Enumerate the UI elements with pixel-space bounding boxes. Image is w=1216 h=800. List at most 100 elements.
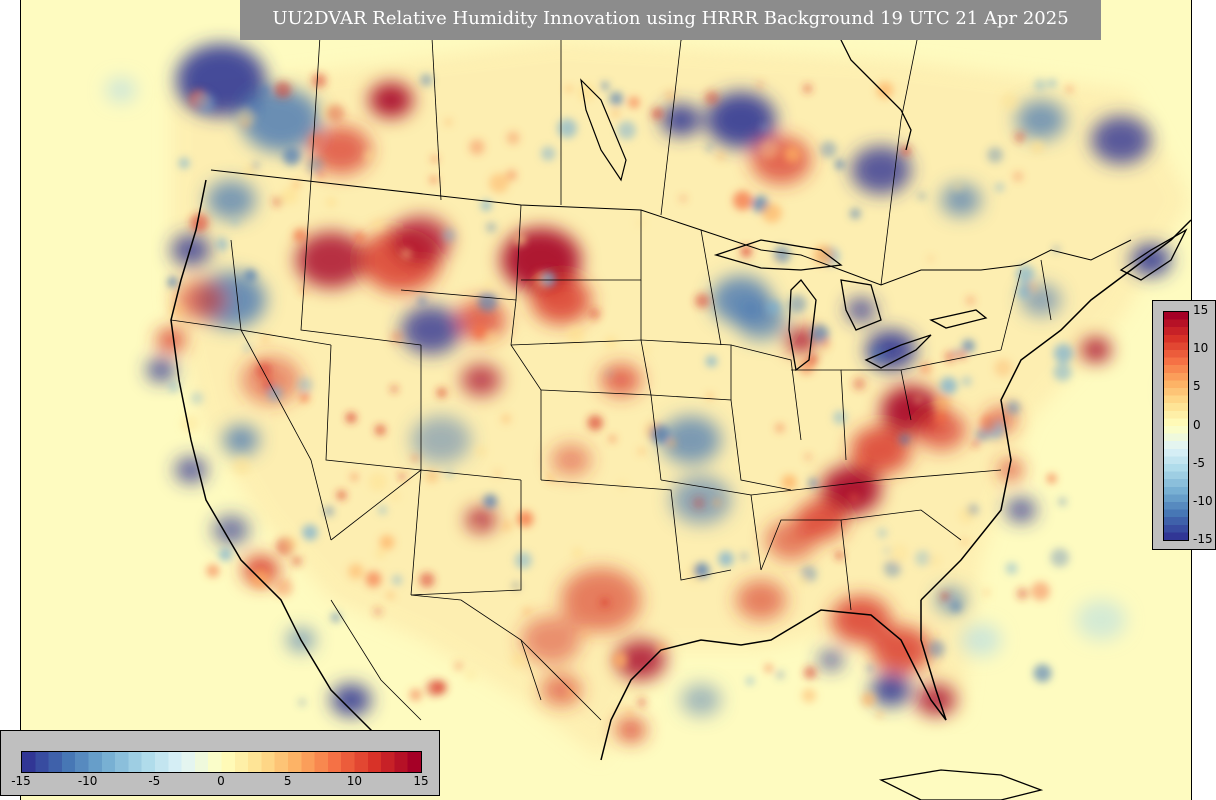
colorbar-bottom-tick: 0 — [217, 774, 225, 788]
innovation-speck — [798, 576, 807, 586]
innovation-speck — [379, 535, 395, 550]
east-coast — [920, 219, 1191, 601]
innovation-speck — [565, 85, 573, 93]
innovation-speck — [274, 578, 293, 597]
lake-ontario — [929, 309, 988, 329]
innovation-speck — [336, 490, 347, 501]
innovation-blob — [916, 684, 956, 716]
innovation-speck — [995, 183, 1004, 192]
innovation-speck — [501, 519, 513, 532]
innovation-speck — [510, 652, 527, 668]
innovation-blob — [296, 232, 366, 288]
innovation-speck — [746, 677, 754, 685]
innovation-speck — [274, 81, 292, 99]
innovation-speck — [429, 175, 438, 184]
innovation-blob — [331, 684, 371, 716]
innovation-speck — [474, 522, 481, 529]
innovation-speck — [694, 293, 710, 309]
colorbar-right: 15 10 5 0 -5 -10 -15 — [1152, 300, 1216, 550]
colorbar-right-tick: -10 — [1193, 493, 1213, 508]
innovation-speck — [195, 92, 215, 113]
innovation-speck — [849, 208, 861, 220]
innovation-speck — [178, 157, 190, 169]
innovation-speck — [372, 218, 384, 231]
innovation-speck — [480, 200, 492, 211]
innovation-speck — [883, 560, 902, 578]
innovation-speck — [626, 709, 633, 716]
innovation-speck — [588, 307, 601, 320]
innovation-speck — [1053, 343, 1074, 364]
innovation-speck — [511, 583, 521, 594]
innovation-speck — [914, 396, 922, 405]
innovation-speck — [483, 494, 498, 509]
innovation-speck — [834, 159, 845, 170]
innovation-speck — [475, 445, 487, 457]
innovation-speck — [181, 414, 199, 433]
innovation-speck — [917, 191, 926, 201]
innovation-speck — [810, 324, 830, 343]
innovation-blob — [176, 280, 226, 320]
innovation-speck — [941, 592, 949, 600]
innovation-speck — [889, 543, 909, 563]
innovation-speck — [489, 173, 509, 194]
innovation-speck — [417, 296, 427, 306]
innovation-speck — [1005, 562, 1018, 575]
innovation-speck — [252, 162, 259, 169]
innovation-speck — [693, 562, 710, 579]
colorbar-right-tick: -5 — [1193, 455, 1205, 470]
innovation-blob — [831, 596, 891, 644]
innovation-speck — [979, 414, 998, 433]
innovation-blob — [521, 616, 581, 664]
innovation-speck — [961, 538, 969, 546]
innovation-speck — [390, 385, 398, 393]
innovation-speck — [679, 195, 687, 202]
innovation-speck — [506, 131, 520, 145]
lake-huron — [840, 279, 882, 331]
map-frame — [20, 0, 1192, 800]
innovation-speck — [740, 246, 752, 257]
lake-michigan — [788, 279, 817, 372]
innovation-blobs — [106, 44, 1191, 742]
innovation-speck — [517, 510, 534, 528]
innovation-speck — [642, 346, 651, 354]
innovation-speck — [378, 506, 387, 515]
innovation-speck — [775, 670, 785, 680]
innovation-speck — [454, 661, 464, 671]
innovation-blob — [616, 718, 646, 742]
innovation-speck — [464, 669, 476, 681]
innovation-speck — [756, 81, 764, 88]
innovation-speck — [244, 344, 251, 351]
innovation-speck — [297, 377, 313, 393]
innovation-speck — [420, 73, 433, 87]
innovation-speck — [914, 550, 931, 566]
innovation-speck — [206, 564, 220, 578]
innovation-speck — [1053, 362, 1072, 382]
innovation-speck — [965, 295, 976, 306]
innovation-speck — [692, 496, 706, 510]
innovation-speck — [298, 698, 306, 707]
innovation-speck — [934, 411, 948, 425]
innovation-speck — [364, 151, 375, 161]
innovation-speck — [243, 165, 255, 177]
innovation-speck — [927, 255, 934, 262]
innovation-speck — [1006, 400, 1021, 415]
innovation-speck — [604, 336, 618, 349]
innovation-blob — [531, 276, 591, 324]
innovation-speck — [350, 473, 359, 481]
innovation-speck — [375, 424, 386, 436]
innovation-speck — [260, 334, 270, 344]
innovation-speck — [168, 381, 180, 393]
innovation-speck — [514, 551, 532, 569]
innovation-blob — [106, 78, 136, 102]
innovation-speck — [326, 104, 345, 123]
innovation-speck — [866, 664, 874, 673]
innovation-blob — [1131, 244, 1171, 276]
innovation-speck — [330, 612, 341, 623]
innovation-blob — [551, 444, 591, 476]
innovation-speck — [1000, 92, 1019, 111]
innovation-speck — [808, 354, 818, 365]
innovation-speck — [505, 169, 517, 181]
innovation-speck — [446, 470, 454, 478]
innovation-speck — [705, 355, 718, 367]
innovation-blob — [411, 416, 471, 464]
